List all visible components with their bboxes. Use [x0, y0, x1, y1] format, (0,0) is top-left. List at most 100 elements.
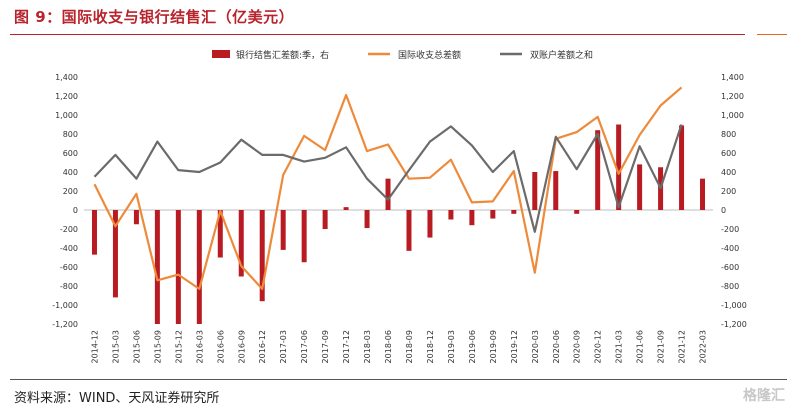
x-tick-label: 2017-12 — [342, 330, 351, 363]
source-divider — [10, 379, 787, 380]
line-series-2 — [93, 124, 683, 233]
bar-2016-09 — [238, 210, 244, 277]
bar-2021-06 — [637, 164, 643, 210]
y-left-tick-label: 1,000 — [55, 111, 78, 120]
bar-2019-06 — [469, 210, 475, 226]
bar-2020-03 — [532, 172, 538, 210]
x-tick-label: 2021-03 — [615, 330, 624, 363]
chart-canvas: 银行结售汇差额:季，右 国际收支总差额 双账户差额之和 -1,200 -1,000 -8… — [52, 49, 747, 363]
bar-2017-03 — [280, 210, 286, 250]
bar-2020-09 — [574, 210, 580, 214]
y-right-tick-label: 1,000 — [721, 111, 744, 120]
bar-2021-03 — [616, 124, 622, 210]
y-right-tick-label: 0 — [721, 206, 726, 215]
y-axis-right: -1,200 -1,000 -800 -600 -400 -200 0 200 400 600 80… — [721, 73, 747, 329]
bar-2018-03 — [364, 210, 370, 229]
x-tick-label: 2018-03 — [363, 330, 372, 363]
x-tick-label: 2018-06 — [384, 330, 393, 363]
x-tick-label: 2016-03 — [195, 330, 204, 363]
x-tick-label: 2017-06 — [300, 330, 309, 363]
y-right-tick-label: 1,400 — [721, 73, 744, 82]
bar-2020-06 — [553, 171, 559, 210]
legend: 银行结售汇差额:季，右 国际收支总差额 双账户差额之和 — [212, 49, 593, 61]
bar-2017-06 — [301, 210, 307, 263]
bar-2015-03 — [112, 210, 118, 298]
x-tick-label: 2020-12 — [594, 330, 603, 363]
x-axis: 2014-12 2015-03 2015-06 2015-09 2015-12 2016-… — [90, 330, 707, 363]
y-left-tick-label: 400 — [63, 168, 78, 177]
y-left-tick-label: -400 — [60, 244, 78, 253]
bar-2017-12 — [343, 207, 349, 210]
bar-2019-03 — [448, 210, 454, 220]
bar-2016-12 — [259, 210, 265, 302]
y-right-tick-label: 600 — [721, 149, 736, 158]
y-left-tick-label: -600 — [60, 263, 78, 272]
bar-2016-03 — [196, 210, 202, 324]
legend-label: 银行结售汇差额:季，右 — [236, 49, 329, 61]
x-tick-label: 2021-09 — [657, 330, 666, 363]
y-left-tick-label: 1,200 — [55, 92, 78, 101]
y-left-tick-label: 0 — [73, 206, 78, 215]
title-accent-line — [757, 34, 787, 35]
source-note: 资料来源：WIND、天风证券研究所 — [14, 391, 220, 406]
bar-2017-09 — [322, 210, 328, 229]
bar-2020-12 — [595, 130, 601, 210]
x-tick-label: 2022-03 — [699, 330, 708, 363]
bar-2022-03 — [700, 178, 706, 210]
y-left-tick-label: 1,400 — [55, 73, 78, 82]
y-right-tick-label: 800 — [721, 130, 736, 139]
bar-2018-06 — [385, 178, 391, 210]
y-right-tick-label: -1,200 — [721, 320, 747, 329]
bar-series — [91, 124, 706, 324]
x-tick-label: 2018-12 — [426, 330, 435, 363]
y-right-tick-label: 1,200 — [721, 92, 744, 101]
x-tick-label: 2018-09 — [405, 330, 414, 363]
y-left-tick-label: 600 — [63, 149, 78, 158]
x-tick-label: 2017-03 — [279, 330, 288, 363]
bar-2021-12 — [679, 125, 685, 210]
x-tick-label: 2016-12 — [258, 330, 267, 363]
x-tick-label: 2019-09 — [489, 330, 498, 363]
bar-2015-09 — [154, 210, 160, 324]
line-series-1 — [93, 86, 683, 290]
x-tick-label: 2021-06 — [636, 330, 645, 363]
x-tick-label: 2016-09 — [237, 330, 246, 363]
legend-label: 国际收支总差额 — [398, 49, 461, 61]
x-tick-label: 2019-06 — [468, 330, 477, 363]
y-left-tick-label: -1,200 — [52, 320, 78, 329]
y-right-tick-label: 400 — [721, 168, 736, 177]
x-tick-label: 2017-09 — [321, 330, 330, 363]
y-right-tick-label: 200 — [721, 187, 736, 196]
y-right-tick-label: -400 — [721, 244, 739, 253]
x-tick-label: 2019-03 — [447, 330, 456, 363]
x-tick-label: 2020-03 — [531, 330, 540, 363]
bar-2019-09 — [490, 210, 496, 219]
x-tick-label: 2020-09 — [573, 330, 582, 363]
y-left-tick-label: -1,000 — [52, 301, 78, 310]
chart-title: 图 9：国际收支与银行结售汇（亿美元） — [14, 8, 295, 26]
y-right-tick-label: -200 — [721, 225, 739, 234]
bar-2014-12 — [91, 210, 97, 255]
y-left-tick-label: -800 — [60, 282, 78, 291]
y-axis-left: -1,200 -1,000 -800 -600 -400 -200 0 200 400 600 80… — [52, 73, 78, 329]
x-tick-label: 2020-06 — [552, 330, 561, 363]
bar-2018-09 — [406, 210, 412, 251]
y-left-tick-label: 200 — [63, 187, 78, 196]
x-tick-label: 2019-12 — [510, 330, 519, 363]
line-series — [93, 86, 683, 290]
bar-2015-06 — [133, 210, 139, 225]
watermark-logo: 格隆汇 — [743, 388, 785, 404]
x-tick-label: 2015-09 — [153, 330, 162, 363]
x-tick-label: 2015-03 — [111, 330, 120, 363]
x-tick-label: 2021-12 — [678, 330, 687, 363]
x-tick-label: 2014-12 — [90, 330, 99, 363]
bar-2016-06 — [217, 210, 223, 258]
x-tick-label: 2015-06 — [132, 330, 141, 363]
y-right-tick-label: -1,000 — [721, 301, 747, 310]
x-tick-label: 2016-06 — [216, 330, 225, 363]
title-underline — [10, 34, 745, 35]
bar-2015-12 — [175, 210, 181, 324]
bar-2018-12 — [427, 210, 433, 238]
y-right-tick-label: -800 — [721, 282, 739, 291]
x-tick-label: 2015-12 — [174, 330, 183, 363]
